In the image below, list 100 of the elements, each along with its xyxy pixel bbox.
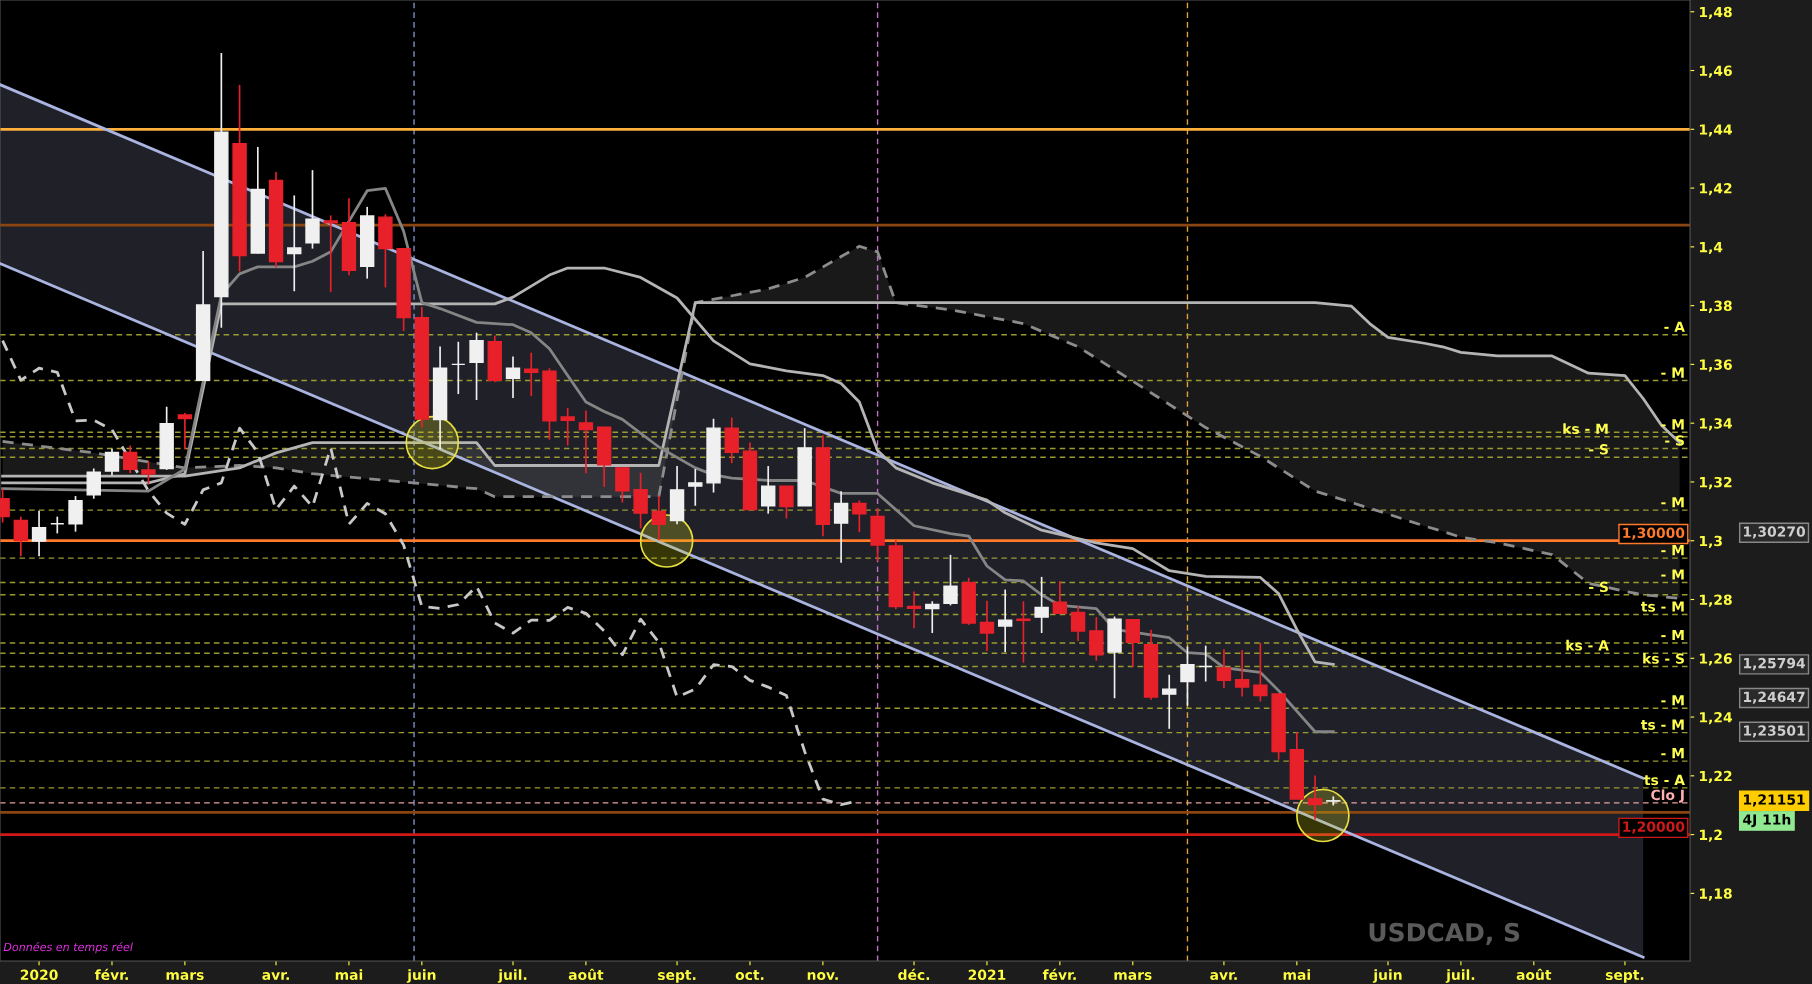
- ref-line-label: - M: [1661, 569, 1684, 580]
- y-tick-label: 1,36: [1699, 359, 1732, 372]
- x-tick-label: sept.: [1605, 970, 1644, 983]
- x-tick-label: avr.: [262, 972, 289, 981]
- candlestick: [323, 214, 338, 293]
- x-tick-label: avr.: [1210, 972, 1237, 981]
- text: 4J 11h: [1743, 813, 1791, 828]
- x-tick-label: juin: [406, 969, 436, 983]
- y-tick-label: 1,18: [1699, 888, 1732, 901]
- candlestick: [451, 340, 466, 395]
- candlestick: [779, 485, 794, 520]
- y-tick-label: 1,26: [1699, 653, 1732, 666]
- candlestick: [651, 494, 667, 541]
- candlestick: [13, 515, 29, 558]
- x-tick-label: août: [568, 968, 604, 981]
- ref-line-label: - S: [1589, 581, 1608, 593]
- text: 1,21151: [1744, 794, 1805, 807]
- candlestick: [524, 351, 539, 397]
- y-tick-label: 1,32: [1699, 476, 1732, 490]
- candlestick: [852, 499, 867, 534]
- candlestick: [1326, 795, 1341, 807]
- candlestick: [906, 590, 922, 630]
- ref-line-label: - S: [1589, 444, 1608, 455]
- candlestick: [1234, 649, 1250, 698]
- x-tick-label: juil.: [1445, 969, 1475, 983]
- text: 1,25794: [1744, 657, 1806, 671]
- candlestick: [305, 169, 320, 250]
- ref-line-label: ts - M: [1641, 601, 1684, 612]
- y-tick-label: 1,44: [1699, 124, 1733, 137]
- candlestick: [1070, 605, 1086, 642]
- candlestick: [943, 554, 958, 607]
- annotation: Données en temps réel: [3, 942, 133, 954]
- ref-line-label: 1,20000: [1623, 821, 1685, 834]
- candlestick: [1307, 774, 1323, 821]
- y-tick-label: 1,2: [1699, 829, 1722, 842]
- x-tick-label: sept.: [658, 970, 696, 983]
- x-tick-label: 2020: [20, 969, 58, 981]
- ref-line-label: - M: [1661, 629, 1684, 641]
- x-tick-label: mars: [1114, 972, 1152, 981]
- candlestick: [1089, 616, 1104, 662]
- candlestick: [287, 194, 302, 293]
- y-tick-label: 1,42: [1699, 183, 1732, 196]
- y-tick-label: 1,38: [1699, 300, 1732, 313]
- candlestick: [505, 355, 521, 399]
- ref-line-label: ks - M: [1563, 423, 1608, 435]
- candlestick: [688, 468, 703, 507]
- candlestick: [1216, 648, 1232, 689]
- candlestick: [1253, 642, 1268, 703]
- y-tick-label: 1,24: [1699, 712, 1733, 725]
- x-tick-label: juin: [1372, 969, 1402, 983]
- text: 1,24647: [1744, 691, 1805, 704]
- ref-line-label: ks - A: [1566, 639, 1609, 651]
- ref-line-label: - M: [1661, 367, 1684, 378]
- x-tick-label: août: [1516, 968, 1552, 981]
- x-tick-label: nov.: [807, 972, 838, 981]
- y-tick-label: 1,34: [1699, 418, 1733, 431]
- text: 1,30270: [1744, 526, 1806, 539]
- candlestick: [833, 490, 849, 564]
- ref-line-label: 1,30000: [1623, 527, 1685, 540]
- y-tick-label: 1,4: [1699, 242, 1723, 255]
- candlestick: [1198, 644, 1213, 683]
- x-tick-label: mai: [335, 969, 363, 981]
- ref-line-label: - M: [1661, 419, 1684, 430]
- candlestick: [578, 409, 594, 474]
- text: 1,23501: [1744, 725, 1805, 738]
- ref-line-label: - A: [1664, 321, 1685, 332]
- candlestick: [141, 460, 156, 486]
- ref-line-label: ts - A: [1644, 774, 1685, 786]
- candlestick: [1034, 576, 1049, 634]
- candlestick: [469, 331, 484, 401]
- y-tick-label: 1,22: [1699, 770, 1732, 784]
- candlestick: [50, 515, 65, 535]
- candlestick: [633, 472, 648, 530]
- x-tick-label: mai: [1283, 969, 1310, 981]
- ref-line-label: - M: [1661, 695, 1684, 706]
- x-tick-label: oct.: [735, 970, 764, 981]
- y-tick-label: 1,46: [1699, 65, 1732, 78]
- y-tick-label: 1,3: [1699, 535, 1722, 548]
- ref-line-label: - M: [1661, 545, 1684, 556]
- ref-line-label: - M: [1661, 497, 1684, 508]
- x-tick-label: juil.: [497, 969, 527, 983]
- ref-line-label: - M: [1661, 748, 1684, 759]
- candlestick: [1125, 618, 1140, 668]
- candlestick: [1180, 645, 1195, 707]
- candlestick: [104, 447, 120, 477]
- x-tick-label: 2021: [968, 969, 1006, 981]
- x-tick-label: mars: [166, 972, 204, 981]
- y-tick-label: 1,48: [1699, 6, 1732, 19]
- candlestick: [560, 407, 575, 447]
- annotation: USDCAD, S: [1369, 922, 1520, 945]
- x-tick-label: févr.: [94, 968, 128, 981]
- x-tick-label: févr.: [1042, 968, 1076, 981]
- candlestick: [997, 588, 1013, 653]
- ref-line-label: ks - S: [1643, 653, 1684, 664]
- candlestick: [86, 467, 101, 500]
- candlestick: [68, 495, 83, 533]
- candlestick: [761, 465, 776, 515]
- candlestick: [925, 600, 940, 634]
- candlestick: [615, 467, 630, 504]
- candlestick: [1052, 580, 1068, 615]
